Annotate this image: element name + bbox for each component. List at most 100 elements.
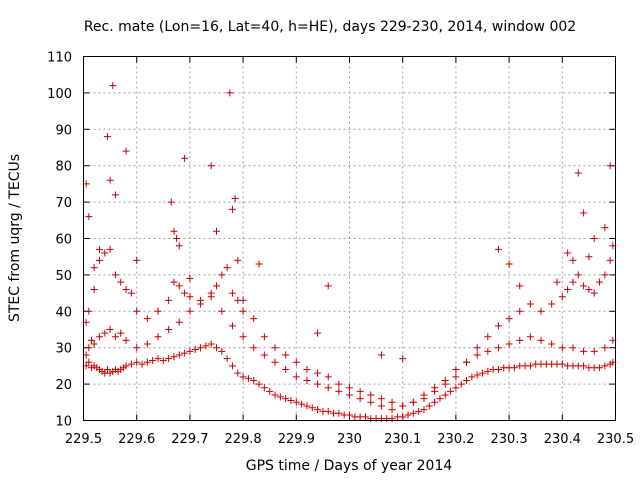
data-point [292,398,300,406]
data-point [260,384,268,392]
data-point [223,355,231,363]
data-point [574,271,582,279]
data-point [103,366,111,374]
data-point [223,264,231,272]
data-point [494,245,502,253]
data-point [548,340,556,348]
data-point [324,373,332,381]
data-point [585,285,593,293]
data-point [409,398,417,406]
data-point [111,191,119,199]
data-point [250,315,258,323]
data-point [505,260,513,268]
data-point [207,162,215,170]
data-point [377,402,385,410]
data-point [202,342,210,350]
data-point [149,356,157,364]
data-point [207,289,215,297]
data-point [85,358,93,366]
y-tick-label: 40 [55,305,72,320]
data-point [303,376,311,384]
data-point [484,333,492,341]
data-point [606,162,614,170]
data-point [399,413,407,421]
data-point [287,396,295,404]
data-point [526,300,534,308]
data-point [173,235,181,242]
data-point [90,264,98,272]
data-point [580,282,588,290]
data-point [85,213,93,221]
data-point [186,293,194,301]
x-tick-label: 230 [337,432,362,447]
data-point [175,242,183,250]
data-point [324,384,332,392]
data-point [308,404,316,412]
data-point [548,300,556,308]
data-point [106,326,114,333]
data-point [324,407,332,415]
data-point [377,351,385,359]
data-point [228,205,236,213]
data-point [186,307,194,315]
data-point [484,347,492,355]
data-point [103,133,111,141]
data-point [207,340,215,348]
data-point [367,391,375,399]
data-point [165,326,173,333]
data-point [335,380,343,388]
data-point [90,285,98,293]
data-point [564,249,572,257]
data-point [292,358,300,366]
data-point [468,373,476,381]
x-tick-label: 230.2 [437,432,474,447]
y-tick-labels: 10 20 30 40 50 60 70 80 90 100 110 [47,51,72,430]
data-point [388,415,396,423]
data-point [85,344,93,352]
data-point [197,296,205,304]
data-point [441,391,449,399]
data-point [409,409,417,417]
y-tick-label: 100 [47,87,72,102]
data-point [239,333,247,341]
data-point [133,358,141,366]
data-point [154,307,162,315]
data-point [553,278,561,286]
y-tick-label: 20 [55,378,72,393]
data-point [271,391,279,399]
data-point [580,347,588,355]
data-point [260,351,268,359]
data-point [596,278,604,286]
data-point [117,278,125,286]
data-point [420,395,428,403]
data-point [436,395,444,403]
data-point [244,375,252,383]
data-point [569,256,577,264]
data-point [127,360,135,368]
data-point [558,293,566,301]
data-point [85,307,93,315]
y-tick-label: 90 [55,123,72,138]
data-point [590,289,598,297]
data-point [175,282,183,290]
x-axis-label: GPS time / Days of year 2014 [246,458,453,474]
data-point [175,318,183,326]
data-point [234,369,242,377]
data-point [377,395,385,403]
data-point [271,358,279,366]
data-point [255,380,263,388]
data-point [122,362,130,370]
data-point [564,285,572,293]
data-point [558,344,566,352]
data-point [282,395,290,403]
data-point [399,402,407,410]
data-point [388,398,396,406]
data-point [479,369,486,377]
data-point [314,369,322,377]
data-point [601,362,609,370]
data-point [452,366,460,374]
plot-frame [83,56,616,421]
data-point [463,376,471,384]
data-point [324,282,332,290]
